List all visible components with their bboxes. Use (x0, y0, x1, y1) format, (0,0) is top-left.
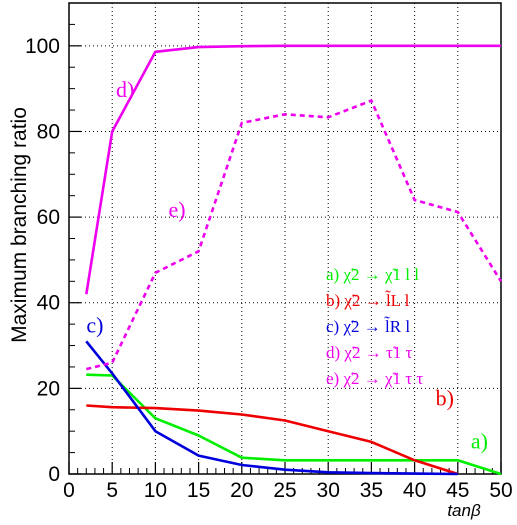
y-tick-label: 40 (37, 292, 60, 315)
y-tick-label: 100 (25, 35, 60, 58)
x-tick-label: 40 (403, 479, 426, 502)
x-axis-title: tanβ (447, 501, 481, 520)
curve-label-d: d) (116, 77, 134, 102)
y-tick-label: 0 (48, 463, 60, 486)
legend-entry-b: b) χ̃2 → l̃L l (326, 291, 410, 310)
curve-label-c: c) (86, 313, 103, 338)
x-tick-label: 50 (489, 479, 512, 502)
series-line-e (85, 99, 503, 371)
series-line-a (86, 373, 502, 476)
legend-entry-d: d) χ̃2 → τ̃1 τ (326, 343, 413, 362)
x-tick-label: 35 (360, 479, 383, 502)
series-lines (85, 44, 503, 476)
legend-entry-c: c) χ̃2 → l̃R l (326, 317, 410, 336)
curve-label-b: b) (436, 385, 454, 410)
x-tick-label: 5 (106, 479, 118, 502)
x-tick-label: 25 (273, 479, 296, 502)
x-tick-label: 10 (144, 479, 167, 502)
curve-label-e: e) (168, 197, 185, 222)
series-line-d (85, 44, 501, 295)
legend-entry-a: a) χ̃2 → χ̃1 l l (326, 265, 419, 284)
x-tick-label: 15 (187, 479, 210, 502)
series-line-c (85, 340, 458, 476)
curve-label-a: a) (471, 428, 488, 453)
y-axis-title: Maximum branching ratio (8, 107, 31, 343)
legend-entry-e: e) χ̃2 → χ̃1 τ τ (326, 369, 423, 388)
x-tick-label: 45 (446, 479, 469, 502)
curve-labels: a) b) c) d) e) (86, 77, 488, 453)
x-tick-label: 30 (317, 479, 340, 502)
legend: a) χ̃2 → χ̃1 l l b) χ̃2 → l̃L l c) χ̃2 → l… (326, 265, 423, 388)
series-line-b (86, 404, 459, 476)
y-tick-label: 60 (37, 206, 60, 229)
x-tick-label: 0 (63, 479, 75, 502)
x-tick-label: 20 (230, 479, 253, 502)
y-tick-label: 80 (37, 120, 60, 143)
grid (69, 3, 501, 474)
axis-ticks: 0 5 10 15 20 25 30 35 40 45 50 0 20 40 60 80 100 (25, 2, 513, 502)
y-tick-label: 20 (37, 377, 60, 400)
